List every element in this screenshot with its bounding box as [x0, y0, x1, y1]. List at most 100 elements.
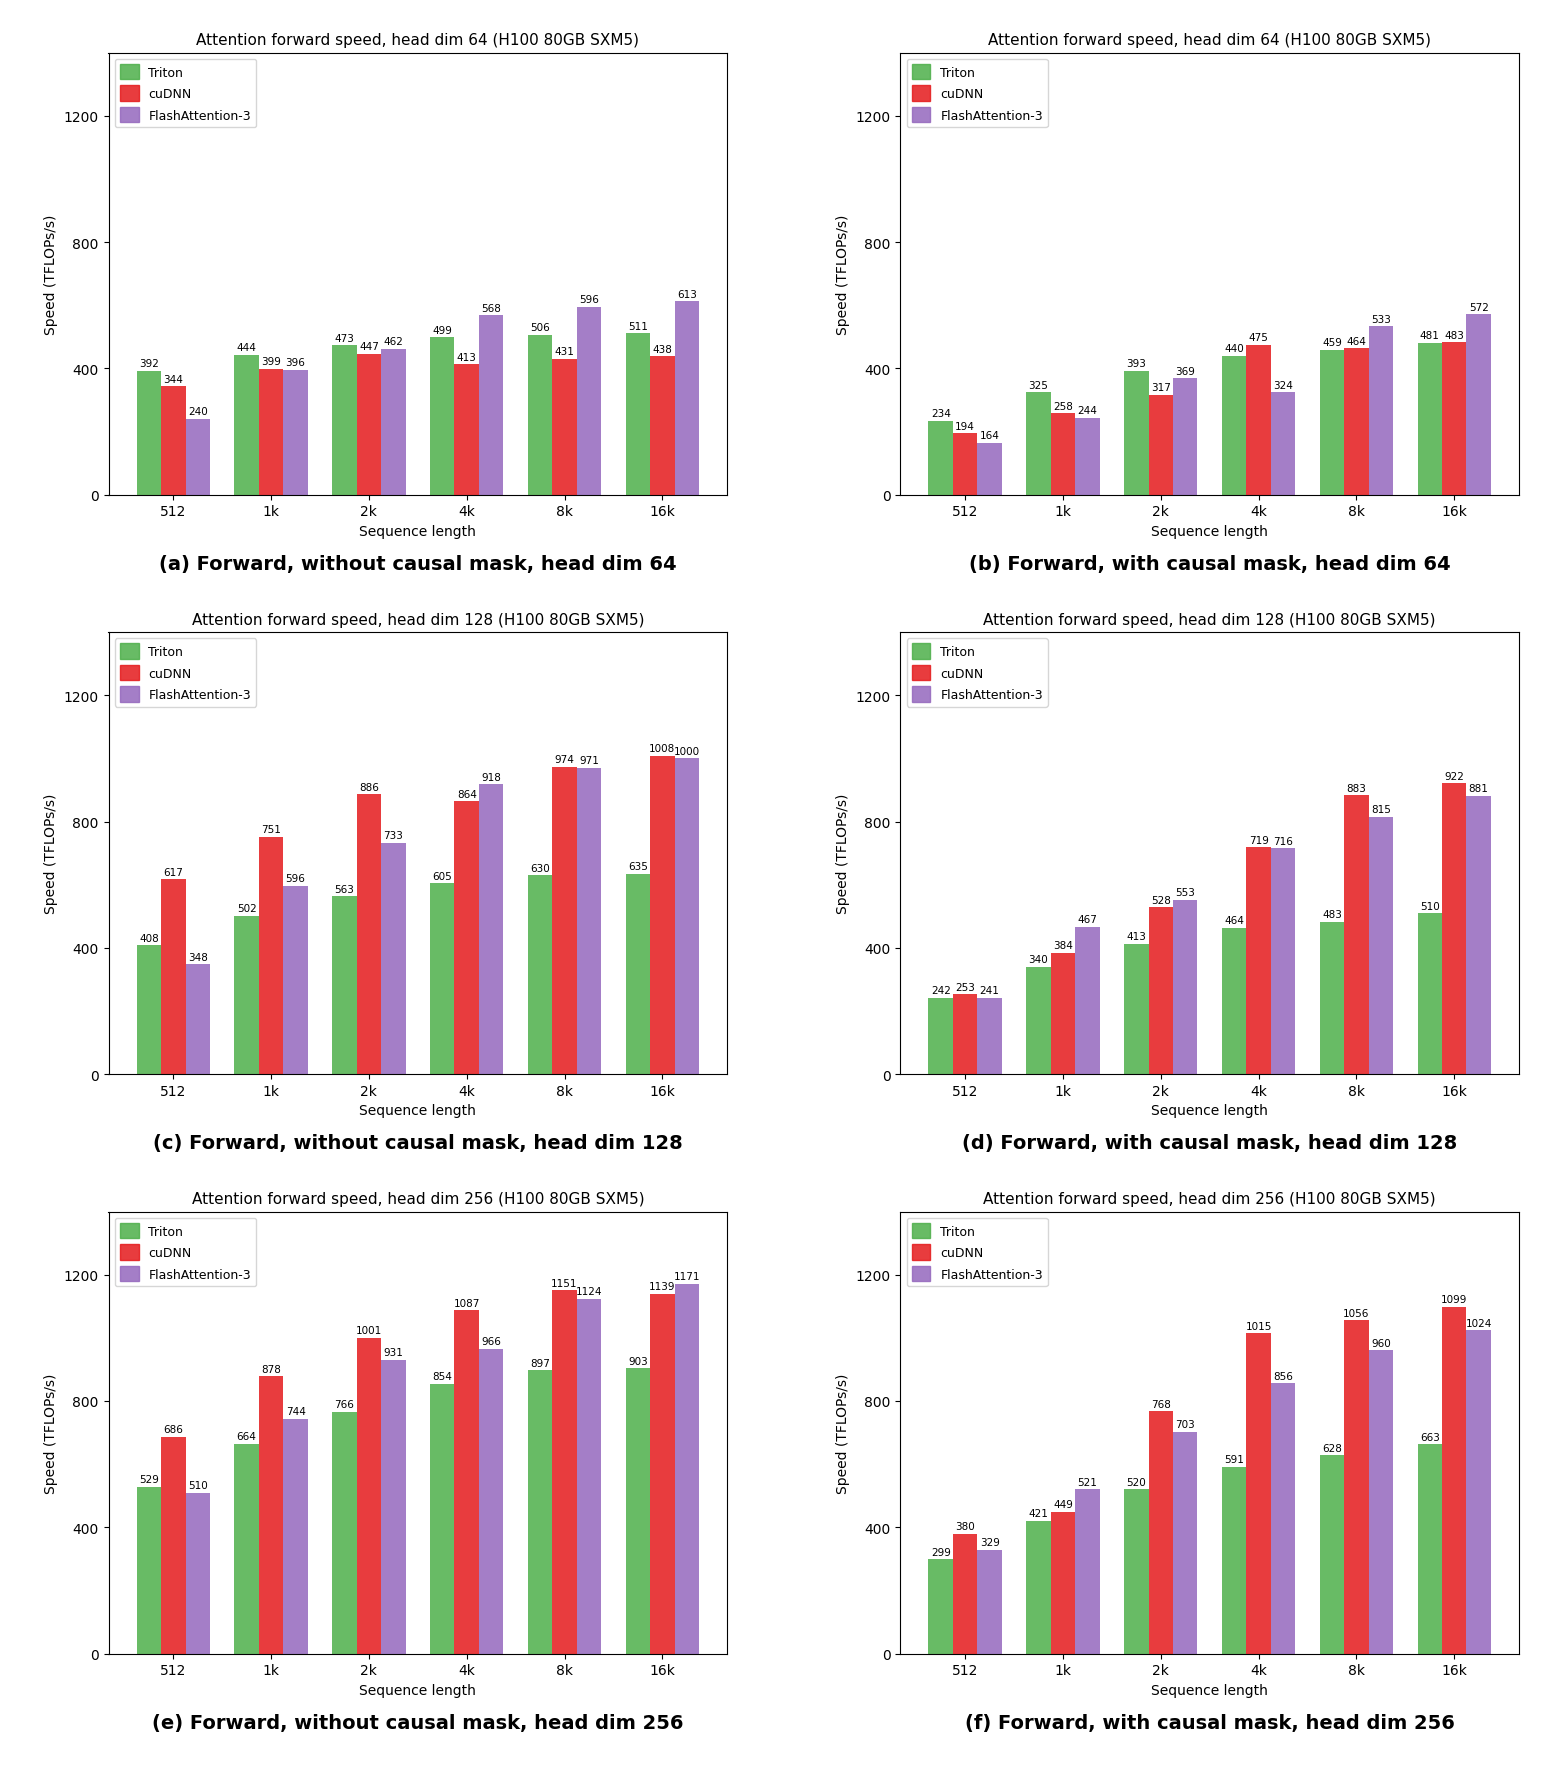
Text: 1024: 1024: [1465, 1318, 1491, 1327]
Text: 572: 572: [1469, 302, 1488, 313]
Text: 1056: 1056: [1344, 1308, 1370, 1318]
Text: 1008: 1008: [649, 744, 676, 753]
Text: 438: 438: [653, 345, 673, 354]
Bar: [1466, 1331, 1491, 1653]
Text: 244: 244: [1077, 406, 1097, 415]
Bar: [674, 759, 699, 1075]
Bar: [136, 372, 161, 496]
Bar: [1246, 1333, 1271, 1653]
Bar: [577, 308, 601, 496]
Bar: [234, 916, 259, 1075]
Text: 444: 444: [237, 343, 257, 352]
Bar: [1271, 848, 1296, 1075]
Text: 348: 348: [188, 952, 208, 962]
Text: 903: 903: [628, 1356, 648, 1367]
Text: 635: 635: [628, 862, 648, 871]
Text: 703: 703: [1175, 1419, 1195, 1429]
Bar: [552, 360, 577, 496]
Bar: [928, 422, 953, 496]
Text: 1000: 1000: [674, 746, 701, 757]
Text: 1139: 1139: [649, 1281, 676, 1292]
Text: 1124: 1124: [575, 1286, 603, 1297]
Text: 886: 886: [360, 782, 378, 793]
Text: 751: 751: [260, 825, 281, 835]
Text: 413: 413: [457, 352, 477, 363]
Text: 421: 421: [1029, 1508, 1048, 1519]
Bar: [1076, 1488, 1099, 1653]
Bar: [332, 1412, 356, 1653]
Bar: [928, 1560, 953, 1653]
Y-axis label: Speed (TFLOPs/s): Speed (TFLOPs/s): [835, 1372, 849, 1492]
Bar: [1466, 796, 1491, 1075]
Text: 854: 854: [432, 1372, 453, 1381]
Text: 971: 971: [580, 755, 598, 766]
Bar: [429, 1385, 454, 1653]
Bar: [1344, 349, 1369, 496]
Bar: [234, 1444, 259, 1653]
Text: 529: 529: [140, 1474, 158, 1485]
Text: 408: 408: [140, 934, 158, 943]
Bar: [259, 1376, 284, 1653]
Title: Attention forward speed, head dim 64 (H100 80GB SXM5): Attention forward speed, head dim 64 (H1…: [989, 34, 1431, 48]
Bar: [1344, 796, 1369, 1075]
Bar: [259, 370, 284, 496]
Text: 630: 630: [530, 864, 550, 873]
Bar: [1271, 394, 1296, 496]
Bar: [479, 785, 504, 1075]
Bar: [626, 335, 649, 496]
Bar: [186, 1492, 209, 1653]
Bar: [284, 1419, 308, 1653]
Bar: [1442, 1306, 1466, 1653]
Bar: [1124, 1490, 1149, 1653]
Text: 340: 340: [1029, 955, 1048, 964]
Legend: Triton, cuDNN, FlashAttention-3: Triton, cuDNN, FlashAttention-3: [907, 59, 1048, 129]
Bar: [1221, 928, 1246, 1075]
Text: 922: 922: [1445, 771, 1465, 782]
Text: 864: 864: [457, 789, 477, 800]
Bar: [674, 1285, 699, 1653]
Bar: [429, 338, 454, 496]
Bar: [332, 345, 356, 496]
Bar: [1319, 351, 1344, 496]
Text: 596: 596: [285, 875, 305, 884]
Bar: [1221, 1467, 1246, 1653]
Bar: [577, 767, 601, 1075]
Bar: [1319, 1456, 1344, 1653]
Text: 234: 234: [930, 410, 950, 419]
Bar: [284, 370, 308, 496]
Text: 258: 258: [1052, 401, 1073, 411]
Text: 317: 317: [1150, 383, 1170, 394]
Text: 499: 499: [432, 326, 453, 335]
Title: Attention forward speed, head dim 128 (H100 80GB SXM5): Attention forward speed, head dim 128 (H…: [192, 612, 645, 628]
Title: Attention forward speed, head dim 256 (H100 80GB SXM5): Attention forward speed, head dim 256 (H…: [983, 1191, 1435, 1206]
Text: 664: 664: [237, 1431, 257, 1442]
Bar: [259, 837, 284, 1075]
Bar: [1173, 900, 1198, 1075]
Text: 733: 733: [383, 830, 403, 841]
Bar: [136, 1487, 161, 1653]
Bar: [1149, 1412, 1173, 1653]
Text: 399: 399: [260, 358, 281, 367]
Text: 511: 511: [628, 322, 648, 331]
Bar: [1051, 413, 1076, 496]
Text: 686: 686: [163, 1424, 183, 1435]
Legend: Triton, cuDNN, FlashAttention-3: Triton, cuDNN, FlashAttention-3: [115, 639, 256, 707]
Text: 483: 483: [1445, 331, 1465, 340]
Text: 605: 605: [432, 871, 453, 882]
Text: 613: 613: [677, 290, 698, 299]
Bar: [454, 365, 479, 496]
Bar: [1442, 343, 1466, 496]
Legend: Triton, cuDNN, FlashAttention-3: Triton, cuDNN, FlashAttention-3: [907, 639, 1048, 707]
Bar: [1418, 914, 1442, 1075]
Bar: [479, 317, 504, 496]
Bar: [626, 875, 649, 1075]
Bar: [1466, 315, 1491, 496]
Bar: [1124, 372, 1149, 496]
Bar: [161, 880, 186, 1075]
Text: 369: 369: [1175, 367, 1195, 376]
Text: (c) Forward, without causal mask, head dim 128: (c) Forward, without causal mask, head d…: [153, 1134, 682, 1152]
Text: 253: 253: [955, 982, 975, 993]
Bar: [953, 1533, 978, 1653]
Text: 393: 393: [1127, 360, 1147, 369]
Text: 918: 918: [480, 773, 501, 782]
